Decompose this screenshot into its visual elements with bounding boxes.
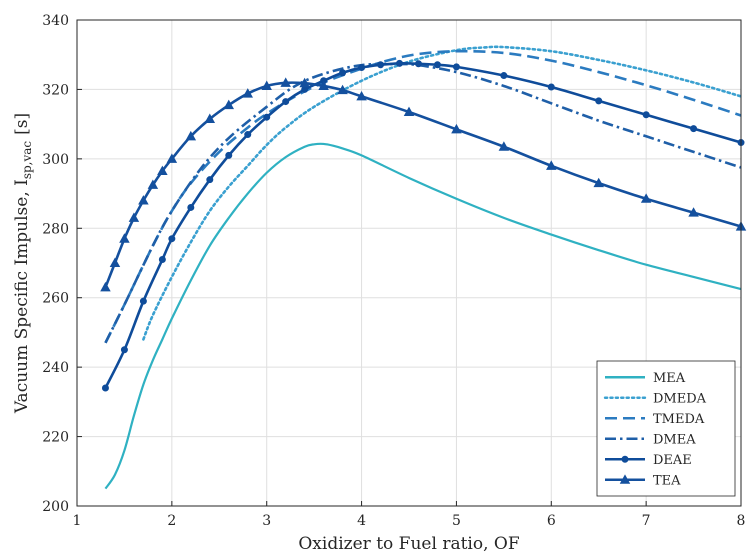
legend: MEA DMEDA TMEDA DMEA DEAE TEA <box>596 360 736 497</box>
x-tick-label: 7 <box>642 513 651 529</box>
x-tick-label: 1 <box>73 513 82 529</box>
data-point-tea <box>688 207 699 217</box>
y-tick-label: 260 <box>42 291 69 307</box>
legend-label-mea: MEA <box>653 371 686 386</box>
x-tick-label: 2 <box>167 513 176 529</box>
series-dmeda <box>142 45 743 341</box>
data-point-deae <box>690 125 698 133</box>
y-tick-label: 200 <box>42 499 69 515</box>
series-tmeda <box>104 49 742 344</box>
y-tick-label: 300 <box>42 152 69 168</box>
legend-marker-tea <box>619 474 631 484</box>
data-point-deae <box>206 176 214 184</box>
data-point-deae <box>101 384 109 392</box>
data-point-tea <box>157 165 168 176</box>
data-point-deae <box>244 131 252 139</box>
data-point-deae <box>139 297 147 305</box>
legend-entry-tmeda: TMEDA <box>605 412 705 427</box>
data-point-deae <box>301 85 309 93</box>
data-point-deae <box>225 151 233 159</box>
data-point-deae <box>168 235 176 243</box>
data-point-tea <box>261 80 272 90</box>
data-point-tea <box>242 88 253 98</box>
data-point-deae <box>377 61 385 69</box>
x-tick-label: 4 <box>357 513 366 529</box>
data-point-tea <box>318 80 329 90</box>
x-axis-label: Oxidizer to Fuel ratio, OF <box>298 534 519 554</box>
data-point-deae <box>642 111 650 119</box>
data-point-tea <box>204 113 216 123</box>
data-point-tea <box>100 281 111 292</box>
data-point-deae <box>263 113 271 121</box>
data-point-deae <box>158 256 166 264</box>
series-mea <box>104 142 742 490</box>
legend-entry-deae: DEAE <box>605 453 692 468</box>
series-layer <box>100 45 747 490</box>
x-tick-label: 3 <box>262 513 271 529</box>
data-point-tea <box>593 177 604 188</box>
data-point-deae <box>500 72 508 80</box>
data-point-deae <box>339 69 347 77</box>
data-point-tea <box>337 84 348 95</box>
data-point-tea <box>299 77 310 88</box>
data-point-tea <box>403 106 415 117</box>
data-point-tea <box>451 123 462 134</box>
y-axis-label-unit: [s] <box>12 113 32 135</box>
data-point-tea <box>640 193 652 203</box>
data-point-deae <box>595 97 603 105</box>
y-tick-label: 320 <box>42 82 69 98</box>
y-tick-label: 220 <box>42 430 69 446</box>
series-line-mea <box>104 142 742 490</box>
legend-marker-deae <box>621 455 629 463</box>
y-axis-label-subscript: sp,vac <box>20 141 34 180</box>
data-point-tea <box>109 257 121 268</box>
data-point-deae <box>433 61 441 69</box>
legend-entry-dmea: DMEA <box>605 432 696 447</box>
data-point-deae <box>282 98 290 106</box>
y-tick-label: 240 <box>42 360 69 376</box>
series-line-tmeda <box>104 49 742 344</box>
data-point-tea <box>128 212 140 222</box>
ticks: 1 2 3 4 5 6 7 8 200 220 240 260 280 300 320 340 <box>42 13 745 529</box>
legend-label-tmeda: TMEDA <box>653 412 705 427</box>
data-point-tea <box>223 99 235 110</box>
plot-frame <box>76 19 742 507</box>
y-tick-label: 280 <box>42 221 69 237</box>
legend-label-tea: TEA <box>653 473 681 488</box>
data-point-tea <box>356 90 367 101</box>
data-point-tea <box>119 233 130 243</box>
y-axis-label: Vacuum Specific Impulse, Isp,vac [s] <box>12 113 34 414</box>
legend-label-dmeda: DMEDA <box>653 391 707 406</box>
data-point-tea <box>498 141 510 151</box>
series-deae <box>101 59 745 392</box>
x-tick-label: 8 <box>737 513 746 529</box>
data-point-tea <box>166 153 178 163</box>
data-point-deae <box>452 63 460 71</box>
data-point-deae <box>120 346 128 354</box>
legend-label-deae: DEAE <box>653 453 692 468</box>
data-point-tea <box>147 179 159 189</box>
legend-entry-dmeda: DMEDA <box>603 391 707 406</box>
y-tick-label: 340 <box>42 13 69 29</box>
series-line-dmeda <box>142 45 743 341</box>
data-point-tea <box>546 160 557 170</box>
legend-entry-tea: TEA <box>605 473 681 488</box>
legend-box <box>596 360 736 497</box>
legend-entry-mea: MEA <box>605 371 686 386</box>
data-point-deae <box>547 83 555 91</box>
data-point-tea <box>138 195 149 205</box>
x-tick-label: 6 <box>547 513 556 529</box>
data-point-deae <box>358 64 366 72</box>
data-point-deae <box>396 59 404 67</box>
y-axis-label-main: Vacuum Specific Impulse, I <box>12 179 32 414</box>
legend-label-dmea: DMEA <box>653 432 696 447</box>
data-point-tea <box>185 130 197 141</box>
data-point-deae <box>414 60 422 68</box>
data-point-tea <box>280 77 291 87</box>
x-tick-label: 5 <box>452 513 461 529</box>
series-tea <box>100 77 747 292</box>
data-point-deae <box>187 203 195 211</box>
